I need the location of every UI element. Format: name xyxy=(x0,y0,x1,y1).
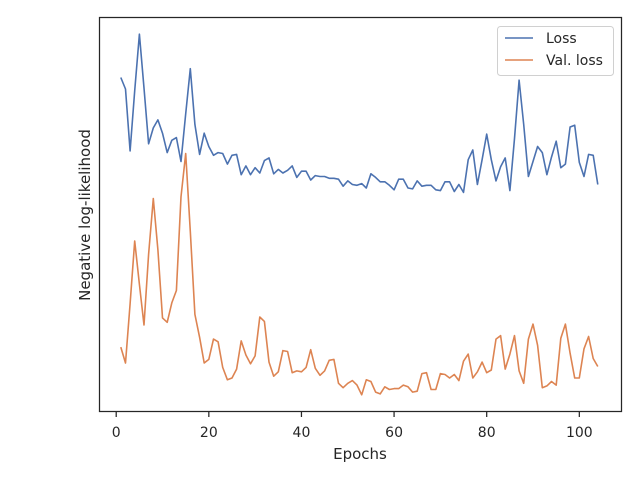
x-tick-label: 20 xyxy=(200,425,218,441)
x-tick-label: 40 xyxy=(293,425,311,441)
legend: Loss Val. loss xyxy=(497,26,614,76)
x-axis-ticks: 0 20 40 60 80 100 xyxy=(112,411,593,441)
x-tick-label: 80 xyxy=(478,425,496,441)
x-tick-label: 0 xyxy=(112,425,121,441)
legend-label-val-loss: Val. loss xyxy=(546,53,603,69)
axes-frame xyxy=(98,16,623,413)
series-line-val-loss xyxy=(120,152,599,396)
x-axis-label: Epochs xyxy=(333,445,387,463)
series-layer xyxy=(120,33,599,396)
x-tick-label: 100 xyxy=(566,425,593,441)
legend-label-loss: Loss xyxy=(546,31,577,47)
y-axis-label: Negative log-likelihood xyxy=(76,129,94,301)
plot-area xyxy=(98,16,623,413)
x-tick-label: 60 xyxy=(385,425,403,441)
series-line-loss xyxy=(120,33,599,194)
